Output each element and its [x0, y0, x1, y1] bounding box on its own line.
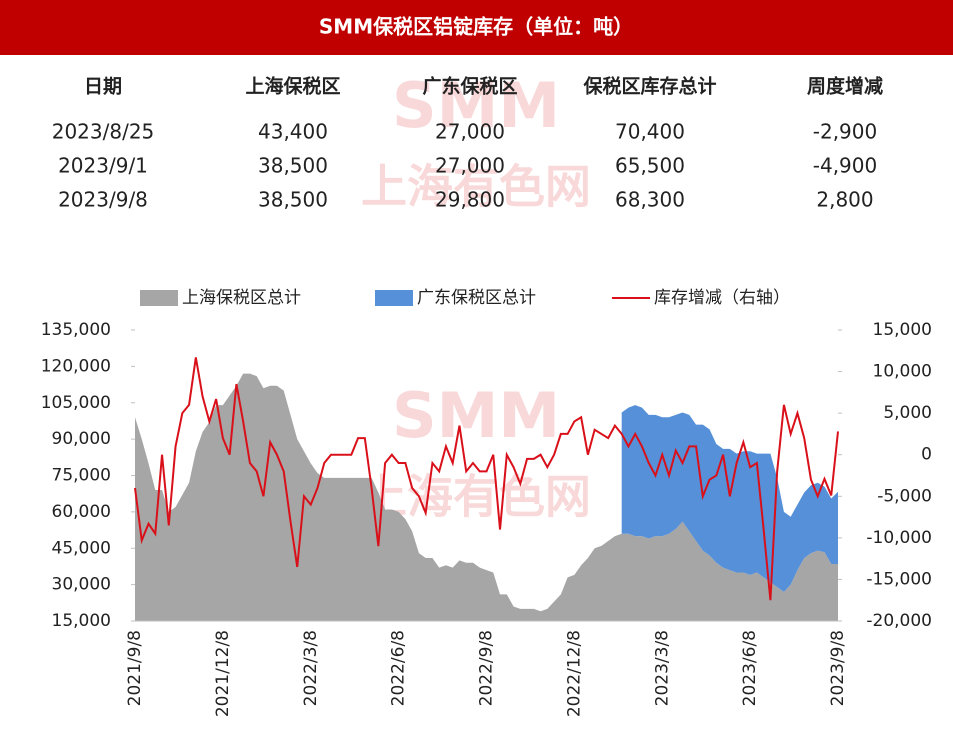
chart: 15,000 30,000 45,000 60,000 75,000 90,000 105,… [41, 288, 932, 717]
table-header: 日期 [84, 76, 122, 98]
table-cell: 2,800 [816, 188, 873, 212]
y-tick-label: 135,000 [41, 320, 111, 340]
x-tick-label: 2023/3/8 [652, 630, 672, 706]
table-cell: 27,000 [435, 120, 505, 144]
table: 日期 上海保税区 广东保税区 保税区库存总计 周度增减 2023/8/25 43,400 27… [52, 75, 883, 212]
y2-tick-label: -5,000 [877, 486, 932, 506]
table-cell: 68,300 [615, 188, 685, 212]
y2-tick-label: -15,000 [866, 569, 932, 589]
x-tick-label: 2022/12/8 [564, 630, 584, 717]
y-tick-label: 45,000 [52, 538, 111, 558]
table-header: 保税区库存总计 [582, 75, 716, 98]
y2-tick-label: 0 [921, 445, 932, 465]
table-cell: 70,400 [615, 120, 685, 144]
table-header: 周度增减 [807, 75, 883, 98]
y-tick-label: 15,000 [52, 611, 111, 631]
y-tick-label: 90,000 [52, 429, 111, 449]
y2-tick-label: 10,000 [873, 362, 932, 382]
y-tick-label: 60,000 [52, 502, 111, 522]
table-header: 广东保税区 [422, 75, 517, 98]
line [134, 357, 839, 601]
y-tick-label: 105,000 [41, 393, 111, 413]
x-tick-label: 2022/6/8 [389, 630, 409, 706]
watermark-text: 上海有色网 [361, 160, 591, 214]
title-bar [0, 0, 953, 55]
y-tick-label: 30,000 [52, 575, 111, 595]
y2-tick-label: 5,000 [883, 403, 932, 423]
watermark-text: SMM [392, 69, 560, 142]
table-cell: 43,400 [258, 120, 328, 144]
legend-label: 库存增减（右轴） [654, 288, 790, 308]
y2-tick-label: 15,000 [873, 320, 932, 340]
table-cell: 29,800 [435, 188, 505, 212]
legend-swatch [140, 290, 178, 306]
table-cell: -4,900 [813, 154, 877, 178]
watermark-text: SMM [392, 379, 560, 452]
table-cell: 27,000 [435, 154, 505, 178]
table-cell: -2,900 [813, 120, 877, 144]
x-tick-label: 2022/9/8 [477, 630, 497, 706]
table-header: 上海保税区 [245, 75, 340, 98]
area [135, 373, 838, 621]
table-cell: 2023/9/8 [58, 188, 148, 212]
x-tick-label: 2022/3/8 [301, 630, 321, 706]
y2-tick-label: -10,000 [866, 528, 932, 548]
legend-label: 上海保税区总计 [182, 288, 301, 308]
x-tick-label: 2023/9/8 [828, 630, 848, 706]
legend-swatch [375, 290, 413, 306]
x-tick-label: 2021/9/8 [125, 630, 145, 706]
y2-tick-label: -20,000 [866, 611, 932, 631]
table-cell: 38,500 [258, 188, 328, 212]
y-tick-label: 75,000 [52, 466, 111, 486]
x-tick-label: 2021/12/8 [213, 630, 233, 717]
title: SMM保税区铝锭库存（单位：吨） [319, 15, 633, 39]
y-tick-label: 120,000 [41, 356, 111, 376]
table-cell: 2023/9/1 [58, 154, 148, 178]
x-tick-label: 2023/6/8 [740, 630, 760, 706]
table-cell: 38,500 [258, 154, 328, 178]
table-cell: 65,500 [615, 154, 685, 178]
table-cell: 2023/8/25 [52, 120, 155, 144]
legend-label: 广东保税区总计 [417, 288, 536, 308]
